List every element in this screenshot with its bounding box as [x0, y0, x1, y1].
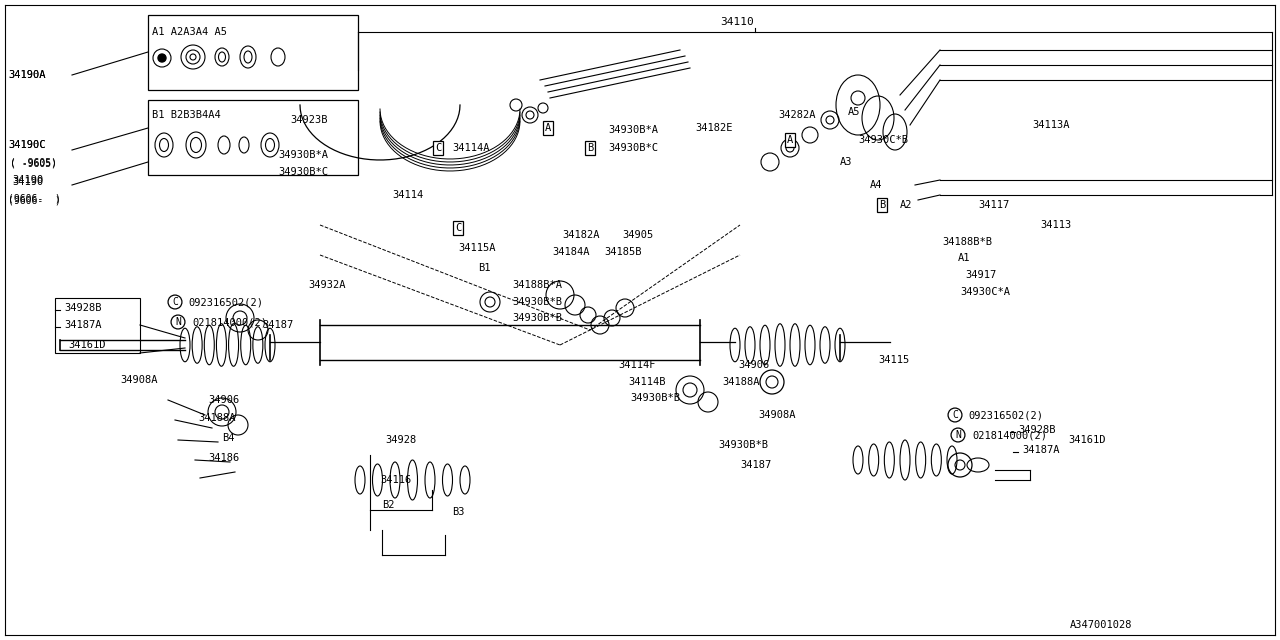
Text: 34930B*C: 34930B*C: [278, 167, 328, 177]
Text: 34928: 34928: [385, 435, 416, 445]
Text: 34930B*B: 34930B*B: [630, 393, 680, 403]
Text: A2: A2: [900, 200, 913, 210]
Text: 34187A: 34187A: [64, 320, 101, 330]
Text: A: A: [787, 135, 794, 145]
Text: 34116: 34116: [380, 475, 411, 485]
Text: 34930C*B: 34930C*B: [858, 135, 908, 145]
Text: 34188B*A: 34188B*A: [512, 280, 562, 290]
Text: B1 B2B3B4A4: B1 B2B3B4A4: [152, 110, 220, 120]
Text: 34115: 34115: [878, 355, 909, 365]
Text: 34190A: 34190A: [8, 70, 46, 80]
Text: 34905: 34905: [622, 230, 653, 240]
Text: 34115A: 34115A: [458, 243, 495, 253]
FancyBboxPatch shape: [55, 298, 140, 353]
Text: N: N: [175, 317, 180, 327]
Text: A347001028: A347001028: [1070, 620, 1133, 630]
Text: 34930C*A: 34930C*A: [960, 287, 1010, 297]
Text: (9606-  ): (9606- ): [8, 195, 61, 205]
Text: 34930B*B: 34930B*B: [512, 313, 562, 323]
Text: 34185B: 34185B: [604, 247, 641, 257]
Text: B: B: [586, 143, 593, 153]
Circle shape: [157, 54, 166, 62]
Text: 34923B: 34923B: [291, 115, 328, 125]
Text: 34184A: 34184A: [552, 247, 590, 257]
Text: B4: B4: [221, 433, 234, 443]
Text: 34114: 34114: [392, 190, 424, 200]
Text: 34161D: 34161D: [68, 340, 105, 350]
Text: 34906: 34906: [739, 360, 769, 370]
Text: B: B: [879, 200, 886, 210]
Text: A5: A5: [849, 107, 860, 117]
Text: 34114B: 34114B: [628, 377, 666, 387]
Text: C: C: [435, 143, 442, 153]
Text: 34113A: 34113A: [1032, 120, 1070, 130]
Text: 34282A: 34282A: [778, 110, 815, 120]
Text: 34932A: 34932A: [308, 280, 346, 290]
Text: ( -9605): ( -9605): [10, 158, 58, 168]
Text: 34190: 34190: [12, 175, 44, 185]
Text: A: A: [545, 123, 552, 133]
Text: 092316502(2): 092316502(2): [968, 410, 1043, 420]
Text: N: N: [955, 430, 961, 440]
Text: A1 A2A3A4 A5: A1 A2A3A4 A5: [152, 27, 227, 37]
Text: 34188B*B: 34188B*B: [942, 237, 992, 247]
Text: 34930B*B: 34930B*B: [512, 297, 562, 307]
Text: 34190A: 34190A: [8, 70, 46, 80]
FancyBboxPatch shape: [148, 15, 358, 90]
Text: 34908A: 34908A: [120, 375, 157, 385]
Text: 34113: 34113: [1039, 220, 1071, 230]
Text: B2: B2: [381, 500, 394, 510]
Text: 34182A: 34182A: [562, 230, 599, 240]
Text: 34190C: 34190C: [8, 140, 46, 150]
Text: 34908A: 34908A: [758, 410, 795, 420]
Text: C: C: [952, 410, 957, 420]
Text: 34186: 34186: [209, 453, 239, 463]
Text: C: C: [172, 297, 178, 307]
Text: 092316502(2): 092316502(2): [188, 297, 262, 307]
Text: B3: B3: [452, 507, 465, 517]
Text: A4: A4: [870, 180, 882, 190]
Text: 34930B*A: 34930B*A: [608, 125, 658, 135]
Text: 34114A: 34114A: [452, 143, 489, 153]
FancyBboxPatch shape: [148, 100, 358, 175]
Text: 34190C: 34190C: [8, 140, 46, 150]
Text: 021814000(2): 021814000(2): [192, 317, 268, 327]
Text: 34117: 34117: [978, 200, 1009, 210]
Text: 34187: 34187: [740, 460, 772, 470]
Text: 34906: 34906: [209, 395, 239, 405]
Text: 34188A: 34188A: [722, 377, 759, 387]
Text: 34110: 34110: [721, 17, 754, 27]
Text: 34188A: 34188A: [198, 413, 236, 423]
Text: ( -9605): ( -9605): [10, 157, 58, 167]
Text: 34187: 34187: [262, 320, 293, 330]
Text: 34114F: 34114F: [618, 360, 655, 370]
Text: 34928B: 34928B: [64, 303, 101, 313]
Text: 34917: 34917: [965, 270, 996, 280]
Text: A1: A1: [957, 253, 970, 263]
Text: 34930B*B: 34930B*B: [718, 440, 768, 450]
Text: 34187A: 34187A: [1021, 445, 1060, 455]
Text: 34930B*C: 34930B*C: [608, 143, 658, 153]
Text: (9606-  ): (9606- ): [8, 193, 61, 203]
Text: 34928B: 34928B: [1018, 425, 1056, 435]
Text: A3: A3: [840, 157, 852, 167]
Text: 34182E: 34182E: [695, 123, 732, 133]
Text: B1: B1: [477, 263, 490, 273]
Text: C: C: [454, 223, 461, 233]
Text: 34190: 34190: [12, 177, 44, 187]
Text: 34161D: 34161D: [1068, 435, 1106, 445]
Text: 021814000(2): 021814000(2): [972, 430, 1047, 440]
Text: 34930B*A: 34930B*A: [278, 150, 328, 160]
